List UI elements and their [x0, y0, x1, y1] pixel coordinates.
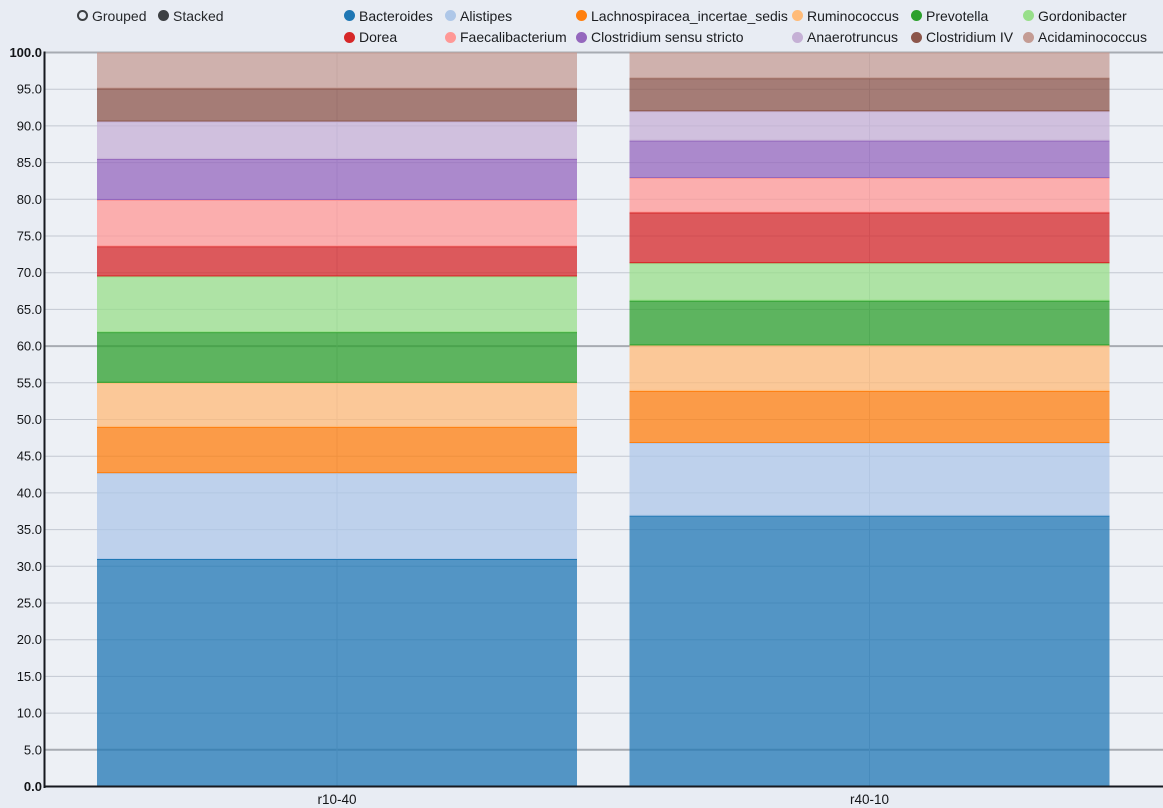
legend-label: Acidaminococcus [1038, 29, 1147, 46]
legend-label: Clostridium sensu stricto [591, 29, 744, 46]
bar-segment-r10-40-Prevotella[interactable] [97, 332, 577, 383]
legend-column: Lachnospiracea_incertae_sedis Clostridium… [576, 5, 788, 48]
legend-item-Dorea[interactable]: Dorea [344, 27, 433, 49]
y-tick-label-75.0: 75.0 [17, 229, 42, 244]
bar-segment-r40-10-Bacteroides[interactable] [629, 515, 1110, 787]
legend-label: Dorea [359, 29, 398, 46]
y-tick-label-65.0: 65.0 [17, 302, 42, 317]
y-tick-label-45.0: 45.0 [17, 449, 42, 464]
legend-column: Alistipes Faecalibacterium [445, 5, 567, 48]
bar-segment-r40-10-Prevotella[interactable] [629, 300, 1110, 346]
y-tick-label-90.0: 90.0 [17, 118, 42, 133]
bar-segment-r10-40-Faecalibacterium[interactable] [97, 200, 577, 247]
bar-segment-r40-10-Clostridium sensu stricto[interactable] [629, 140, 1110, 179]
legend-swatch-icon [576, 10, 587, 22]
y-tick-label-95.0: 95.0 [17, 82, 42, 97]
legend-label: Anaerotruncus [807, 29, 899, 46]
bar-segment-r10-40-Gordonibacter[interactable] [97, 276, 577, 333]
x-tick-label-r10-40: r10-40 [317, 792, 356, 807]
y-tick-label-10.0: 10.0 [17, 706, 42, 721]
bar-segment-r10-40-Lachnospiracea_incertae_sedis[interactable] [97, 426, 577, 474]
bar-segment-r40-10-Gordonibacter[interactable] [629, 263, 1110, 301]
legend-swatch-icon [792, 31, 803, 43]
bar-segment-r40-10-Alistipes[interactable] [629, 442, 1110, 516]
legend-item-Anaerotruncus[interactable]: Anaerotruncus [792, 27, 899, 49]
legend-swatch-icon [911, 31, 922, 43]
bar-segment-r40-10-Ruminococcus[interactable] [629, 345, 1110, 391]
bar-segment-r40-10-Lachnospiracea_incertae_sedis[interactable] [629, 390, 1110, 443]
legend-item-Clostridium IV[interactable]: Clostridium IV [911, 27, 1013, 49]
y-tick-label-50.0: 50.0 [17, 412, 42, 427]
legend-column: Gordonibacter Acidaminococcus [1023, 5, 1147, 48]
bar-segment-r10-40-Dorea[interactable] [97, 246, 577, 277]
y-tick-label-85.0: 85.0 [17, 155, 42, 170]
legend-column: Ruminococcus Anaerotruncus [792, 5, 899, 48]
legend-swatch-icon [792, 10, 803, 22]
legend-label: Bacteroides [359, 7, 433, 24]
legend-swatch-icon [1023, 31, 1034, 43]
legend-swatch-icon [1023, 10, 1034, 22]
legend-bar: Grouped Stacked Bacteroides Dorea Alistipe… [0, 0, 1163, 48]
legend-swatch-icon [911, 10, 922, 22]
y-tick-label-70.0: 70.0 [17, 265, 42, 280]
legend-item-Alistipes[interactable]: Alistipes [445, 5, 567, 27]
legend-column: Bacteroides Dorea [344, 5, 433, 48]
y-tick-label-15.0: 15.0 [17, 669, 42, 684]
y-tick-label-60.0: 60.0 [17, 339, 42, 354]
legend-item-Ruminococcus[interactable]: Ruminococcus [792, 5, 899, 27]
legend-label: Lachnospiracea_incertae_sedis [591, 7, 788, 24]
y-tick-label-55.0: 55.0 [17, 375, 42, 390]
grouped-radio[interactable]: Grouped [77, 5, 146, 26]
legend-item-Faecalibacterium[interactable]: Faecalibacterium [445, 27, 567, 49]
bar-segment-r40-10-Clostridium IV[interactable] [629, 78, 1110, 112]
legend-label: Clostridium IV [926, 29, 1014, 46]
legend-item-Bacteroides[interactable]: Bacteroides [344, 5, 433, 27]
y-tick-label-35.0: 35.0 [17, 522, 42, 537]
bar-segment-r40-10-Acidaminococcus[interactable] [629, 52, 1110, 79]
bar-segment-r10-40-Bacteroides[interactable] [97, 558, 577, 787]
legend-item-Clostridium sensu stricto[interactable]: Clostridium sensu stricto [576, 27, 788, 49]
legend-swatch-icon [576, 31, 587, 43]
y-tick-label-0.0: 0.0 [24, 779, 42, 794]
bar-segment-r10-40-Acidaminococcus[interactable] [97, 52, 577, 89]
y-tick-label-80.0: 80.0 [17, 192, 42, 207]
bar-segment-r10-40-Clostridium sensu stricto[interactable] [97, 158, 577, 201]
y-tick-label-20.0: 20.0 [17, 632, 42, 647]
y-tick-label-100.0: 100.0 [9, 45, 42, 60]
legend-label: Alistipes [460, 7, 513, 24]
legend-swatch-icon [445, 31, 456, 43]
radio-unselected-icon[interactable] [77, 10, 88, 21]
grouped-radio-label: Grouped [92, 7, 147, 24]
y-tick-label-25.0: 25.0 [17, 596, 42, 611]
bar-segment-r10-40-Clostridium IV[interactable] [97, 88, 577, 122]
y-tick-label-30.0: 30.0 [17, 559, 42, 574]
legend-item-Prevotella[interactable]: Prevotella [911, 5, 1013, 27]
stacked-radio-label: Stacked [173, 7, 224, 24]
bar-segment-r40-10-Faecalibacterium[interactable] [629, 178, 1110, 213]
stacked-radio[interactable]: Stacked [158, 5, 224, 26]
legend-label: Faecalibacterium [460, 29, 567, 46]
legend-item-Acidaminococcus[interactable]: Acidaminococcus [1023, 27, 1147, 49]
bar-segment-r40-10-Anaerotruncus[interactable] [629, 111, 1110, 141]
legend-label: Ruminococcus [807, 7, 899, 24]
legend-swatch-icon [445, 10, 456, 22]
legend-label: Prevotella [926, 7, 989, 24]
x-tick-label-r40-10: r40-10 [850, 792, 889, 807]
bar-segment-r10-40-Anaerotruncus[interactable] [97, 121, 577, 159]
legend-item-Gordonibacter[interactable]: Gordonibacter [1023, 5, 1147, 27]
radio-selected-icon[interactable] [158, 10, 169, 21]
y-tick-label-5.0: 5.0 [24, 742, 42, 757]
legend-column: Prevotella Clostridium IV [911, 5, 1013, 48]
y-tick-label-40.0: 40.0 [17, 485, 42, 500]
bar-segment-r40-10-Dorea[interactable] [629, 212, 1110, 264]
legend-item-Lachnospiracea_incertae_sedis[interactable]: Lachnospiracea_incertae_sedis [576, 5, 788, 27]
bar-segment-r10-40-Alistipes[interactable] [97, 473, 577, 559]
legend-swatch-icon [344, 10, 355, 22]
bar-segment-r10-40-Ruminococcus[interactable] [97, 382, 577, 427]
legend-label: Gordonibacter [1038, 7, 1127, 24]
legend-swatch-icon [344, 31, 355, 43]
